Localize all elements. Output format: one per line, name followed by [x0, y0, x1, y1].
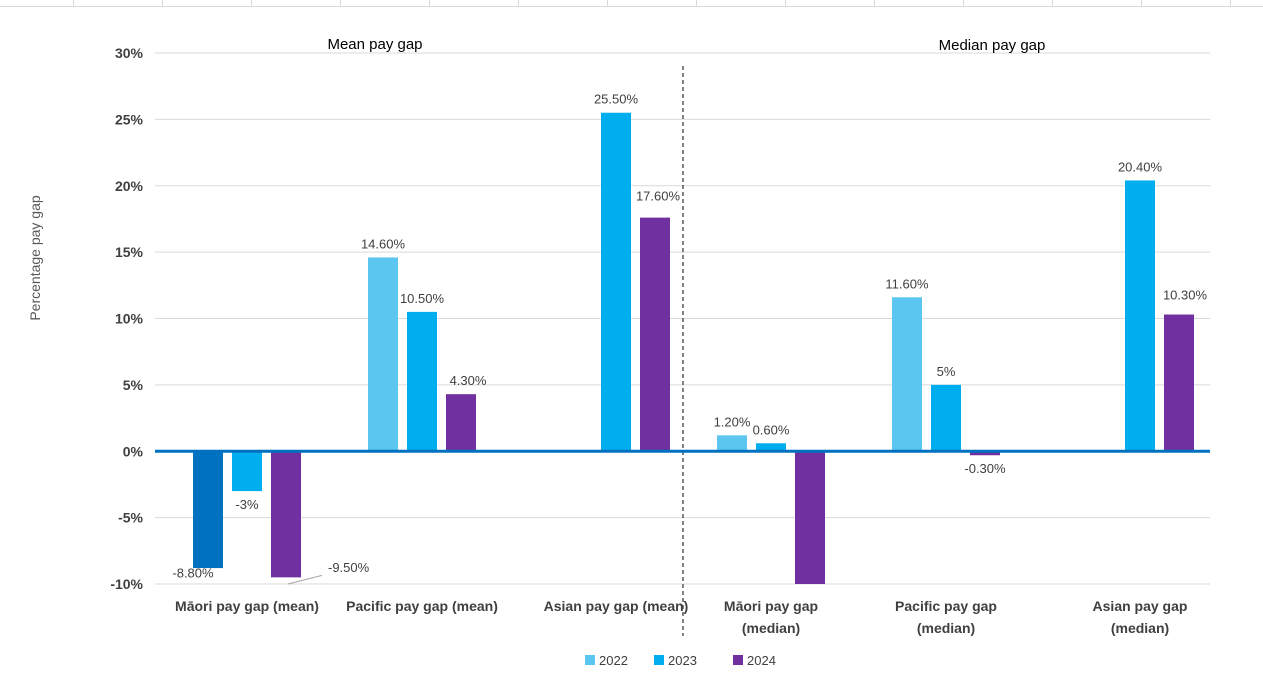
bar-2022-4	[892, 297, 922, 452]
category-label: Pacific pay gap	[895, 598, 997, 614]
bars	[193, 112, 1194, 584]
y-tick-label: -10%	[110, 576, 143, 592]
category-label: Asian pay gap (mean)	[544, 598, 689, 614]
data-label: 20.40%	[1118, 159, 1163, 174]
data-label: -0.30%	[964, 461, 1006, 476]
column-separator	[162, 0, 163, 6]
bar-2024-4	[970, 451, 1000, 456]
y-axis-label: Percentage pay gap	[27, 195, 43, 321]
category-label: (median)	[1111, 620, 1169, 636]
y-tick-label: -5%	[118, 510, 143, 526]
legend-label-2022: 2022	[599, 653, 628, 668]
category-label: (median)	[917, 620, 975, 636]
y-tick-label: 25%	[115, 111, 144, 127]
bar-2023-3	[756, 443, 786, 452]
data-label: 11.60%	[885, 276, 929, 291]
legend-label-2023: 2023	[668, 653, 697, 668]
data-label: 1.20%	[714, 414, 751, 429]
column-separator	[251, 0, 252, 6]
bar-2024-0	[271, 451, 301, 578]
bar-2023-0	[232, 451, 262, 492]
column-separator	[518, 0, 519, 6]
category-label: Asian pay gap	[1093, 598, 1188, 614]
legend-label-2024: 2024	[747, 653, 776, 668]
bar-2023-4	[931, 384, 961, 452]
bar-2024-2	[640, 217, 670, 452]
bar-2024-1	[446, 394, 476, 452]
legend: 2022 2023 2024	[585, 653, 776, 668]
column-separator	[1141, 0, 1142, 6]
column-separator	[1052, 0, 1053, 6]
data-labels: -8.80% 14.60% 1.20% 11.60% -3% 10.50% 25.50% 0.…	[172, 92, 1208, 585]
data-label: 10.50%	[400, 291, 445, 306]
y-tick-label: 5%	[123, 377, 144, 393]
data-label: 17.60%	[636, 189, 681, 204]
spreadsheet-column-header	[0, 0, 1263, 7]
bar-2023-2	[601, 112, 631, 452]
y-axis-ticks: 30% 25% 20% 15% 10% 5% 0% -5% -10%	[110, 45, 143, 592]
y-tick-label: 20%	[115, 178, 144, 194]
y-tick-label: 15%	[115, 244, 144, 260]
category-label: Pacific pay gap (mean)	[346, 598, 498, 614]
bar-2022-1	[368, 257, 398, 452]
data-label: 5%	[937, 364, 956, 379]
category-labels: Māori pay gap (mean) Pacific pay gap (mea…	[175, 598, 1187, 636]
bar-2022-3	[717, 435, 747, 452]
data-label: -9.50%	[328, 560, 370, 575]
bar-2024-5	[1164, 314, 1194, 452]
data-label: 4.30%	[450, 373, 487, 388]
column-separator	[429, 0, 430, 6]
column-separator	[785, 0, 786, 6]
column-separator	[874, 0, 875, 6]
bar-2023-1	[407, 311, 437, 452]
median-pay-gap-title: Median pay gap	[939, 37, 1046, 54]
y-tick-label: 0%	[123, 443, 144, 459]
legend-swatch-2022	[585, 655, 595, 665]
y-tick-label: 30%	[115, 45, 144, 61]
column-separator	[73, 0, 74, 6]
column-separator	[963, 0, 964, 6]
category-label: Māori pay gap	[724, 598, 818, 614]
legend-swatch-2024	[733, 655, 743, 665]
category-label: (median)	[742, 620, 800, 636]
column-separator	[696, 0, 697, 6]
data-label: -3%	[235, 497, 259, 512]
legend-swatch-2023	[654, 655, 664, 665]
column-separator	[607, 0, 608, 6]
data-label: 25.50%	[594, 92, 639, 107]
bar-2024-3	[795, 451, 825, 584]
mean-pay-gap-title: Mean pay gap	[327, 36, 422, 53]
data-label: 10.30%	[1163, 288, 1208, 303]
column-separator	[1230, 0, 1231, 6]
data-label: -8.80%	[172, 565, 214, 580]
bar-2022-0	[193, 451, 223, 569]
column-separator	[340, 0, 341, 6]
data-label: 14.60%	[361, 236, 406, 251]
y-tick-label: 10%	[115, 311, 144, 327]
bar-2023-5	[1125, 180, 1155, 452]
label-leader-line	[287, 574, 323, 585]
category-label: Māori pay gap (mean)	[175, 598, 319, 614]
data-label: 0.60%	[753, 422, 790, 437]
